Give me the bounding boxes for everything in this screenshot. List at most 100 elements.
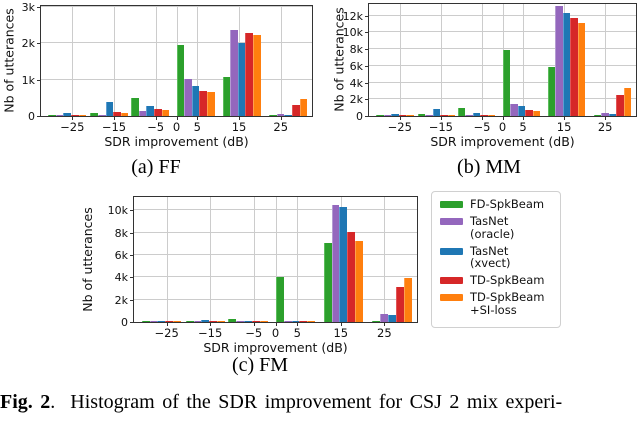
x-axis-label: SDR improvement (dB) (203, 340, 348, 355)
x-tick-mark (564, 117, 566, 120)
y-tick-mark (130, 255, 133, 257)
bar-td-spkbeam-si-loss (207, 92, 215, 116)
y-tick-mark (365, 32, 368, 34)
x-tick-label: 5 (293, 326, 301, 340)
bar-td-spkbeam (480, 115, 488, 116)
bar-tasnet-oracle- (510, 104, 518, 116)
bar-fd-spkbeam (376, 115, 384, 116)
x-tick-mark (440, 117, 442, 120)
legend-swatch (440, 294, 463, 301)
gridline-horizontal (134, 209, 417, 211)
bar-tasnet-oracle- (55, 115, 64, 116)
legend-swatch (440, 201, 463, 208)
y-tick-label: 10k (107, 204, 128, 218)
bar-td-spkbeam-si-loss (406, 115, 414, 116)
bar-td-spkbeam-si-loss (252, 35, 261, 116)
y-tick-mark (365, 15, 368, 17)
y-tick-label: 6k (114, 249, 128, 263)
bar-tasnet-oracle- (555, 6, 563, 116)
plot-area-ff (40, 5, 313, 117)
x-axis-label: SDR improvement (dB) (104, 134, 249, 149)
x-tick-label: −5 (473, 120, 491, 134)
bar-tasnet-xvect- (146, 105, 155, 116)
legend-item: TD-SpkBeam (440, 274, 552, 287)
bar-tasnet-oracle- (465, 114, 473, 116)
bar-td-spkbeam-si-loss (447, 115, 456, 116)
bar-tasnet-xvect- (291, 320, 300, 322)
bar-tasnet-oracle- (331, 204, 340, 322)
bar-fd-spkbeam (185, 321, 194, 322)
bar-tasnet-xvect- (432, 109, 441, 116)
x-tick-mark (384, 323, 386, 326)
bar-tasnet-xvect- (284, 114, 293, 116)
bar-tasnet-xvect- (201, 319, 210, 322)
bar-tasnet-xvect- (391, 114, 399, 116)
bar-tasnet-xvect- (237, 43, 246, 116)
x-tick-label: −5 (147, 120, 165, 134)
x-tick-label: −25 (154, 326, 179, 340)
x-tick-label: −25 (387, 120, 412, 134)
bar-tasnet-xvect- (339, 207, 348, 322)
x-tick-label: 25 (597, 120, 613, 134)
y-tick-label: 12k (342, 9, 363, 23)
bar-td-spkbeam (199, 90, 208, 116)
bar-td-spkbeam (113, 111, 121, 116)
y-tick-mark (130, 322, 133, 323)
y-tick-mark (37, 116, 40, 117)
x-tick-mark (176, 117, 178, 120)
bar-td-spkbeam (71, 114, 79, 116)
y-tick-label: 2k (21, 37, 35, 51)
legend-item: TasNet (oracle) (440, 215, 552, 240)
x-tick-label: 15 (231, 120, 247, 134)
gridline-vertical (155, 6, 157, 116)
x-tick-label: 0 (172, 120, 181, 134)
bar-tasnet-oracle- (184, 78, 192, 116)
x-tick-label: −25 (60, 120, 85, 134)
gridline-vertical (113, 6, 115, 116)
legend-swatch (440, 277, 463, 284)
bar-td-spkbeam-si-loss (623, 87, 632, 116)
x-tick-label: −15 (101, 120, 127, 134)
bar-tasnet-xvect- (517, 105, 526, 116)
bar-tasnet-oracle- (97, 115, 106, 116)
y-tick-label: 8k (114, 226, 128, 240)
x-tick-mark (113, 117, 115, 120)
y-tick-mark (130, 232, 133, 234)
bar-tasnet-oracle- (383, 115, 392, 116)
plot-area-fm (133, 196, 418, 323)
gridline-horizontal (369, 81, 636, 83)
bar-td-spkbeam-si-loss (173, 321, 182, 322)
gridline-vertical (384, 197, 386, 322)
bar-fd-spkbeam (547, 66, 556, 116)
bar-tasnet-xvect- (63, 113, 72, 116)
y-tick-label: 3k (21, 1, 35, 15)
x-tick-mark (197, 117, 199, 120)
bar-td-spkbeam-si-loss (577, 23, 586, 116)
y-tick-label: 2k (349, 93, 363, 107)
figure-caption-label: Fig. 2 (0, 391, 51, 413)
y-axis-label: Nb of utterances (1, 8, 17, 113)
bar-fd-spkbeam (372, 321, 381, 322)
x-tick-mark (275, 323, 277, 326)
x-tick-label: 5 (519, 120, 527, 134)
x-tick-mark (297, 323, 299, 326)
bar-fd-spkbeam (269, 115, 277, 116)
x-tick-mark (280, 117, 282, 120)
bar-td-spkbeam (252, 321, 260, 322)
gridline-horizontal (41, 42, 312, 44)
figure-caption-text: . Histogram of the SDR improvement for C… (50, 391, 563, 413)
bar-fd-spkbeam (48, 115, 56, 116)
y-tick-mark (365, 65, 368, 67)
bar-fd-spkbeam (222, 76, 231, 116)
bar-td-spkbeam (398, 115, 407, 116)
bar-td-spkbeam-si-loss (404, 277, 412, 322)
legend-item: TD-SpkBeam +SI-loss (440, 291, 552, 316)
y-tick-mark (365, 116, 368, 117)
x-tick-label: 25 (273, 120, 289, 134)
x-tick-mark (523, 117, 525, 120)
gridline-vertical (166, 197, 168, 322)
bar-tasnet-oracle- (283, 320, 292, 322)
x-tick-label: 5 (193, 120, 201, 134)
bar-td-spkbeam (570, 17, 578, 116)
